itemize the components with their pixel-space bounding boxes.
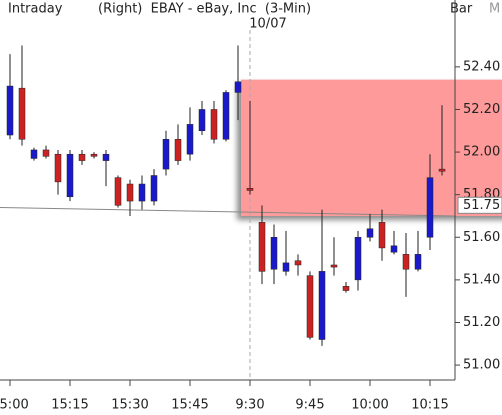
candle-body [438, 168, 446, 172]
candle-body [342, 286, 350, 291]
candle-body [114, 177, 122, 206]
candle-body [6, 85, 14, 136]
date-label: 10/07 [249, 17, 286, 32]
y-tick-label: 52.00 [463, 145, 500, 160]
candle-body [378, 222, 386, 249]
candle-body [102, 153, 110, 161]
candle-body [54, 153, 62, 183]
candle-body [306, 275, 314, 338]
candle-body [30, 149, 38, 159]
y-tick-label: 52.20 [463, 102, 500, 117]
candle-body [162, 139, 170, 170]
x-tick-label: 9:30 [235, 398, 264, 413]
last-price-box [457, 196, 502, 214]
x-tick-label: 15:15 [51, 398, 88, 413]
candle-body [390, 245, 398, 253]
x-tick-label: 15:30 [111, 398, 148, 413]
candle-body [426, 177, 434, 238]
candle-body [150, 175, 158, 202]
last-price-label: 51.75 [463, 198, 500, 213]
candle-body [198, 109, 206, 132]
header-title: (Right) EBAY - eBay, Inc (3-Min) [98, 2, 311, 17]
x-tick-label: 9:45 [295, 398, 324, 413]
header-right-cut: M [489, 2, 500, 17]
candle-body [294, 260, 302, 266]
candle-body [18, 87, 26, 140]
candle-body [174, 139, 182, 161]
x-tick-label: 10:15 [411, 398, 448, 413]
trend-line [0, 206, 456, 217]
candle-body [246, 188, 254, 191]
y-tick-label: 51.20 [463, 315, 500, 330]
x-tick-label: 15:45 [171, 398, 208, 413]
candle-body [414, 254, 422, 270]
candle-body [222, 92, 230, 140]
candle-body [210, 109, 218, 140]
candle-body [42, 149, 50, 157]
candle-body [234, 81, 242, 93]
candle-body [90, 153, 98, 157]
y-tick-label: 51.00 [463, 358, 500, 373]
candle-body [126, 183, 134, 202]
y-tick-label: 52.40 [463, 59, 500, 74]
candle-body [270, 237, 278, 270]
header-left: Intraday [8, 2, 63, 17]
header-right: Bar [450, 2, 473, 17]
candle-body [258, 222, 266, 272]
candle-body [78, 153, 86, 161]
x-tick-label: 15:00 [0, 398, 29, 413]
candle-body [330, 264, 338, 268]
candle-body [366, 228, 374, 238]
candle-body [282, 262, 290, 272]
candle-body [402, 254, 410, 270]
candle-body [318, 271, 326, 340]
highlight-zone [241, 79, 502, 216]
y-tick-label: 51.60 [463, 230, 500, 245]
y-tick-label: 51.40 [463, 272, 500, 287]
candle-body [66, 153, 74, 198]
candle-body [354, 237, 362, 281]
x-tick-label: 10:00 [351, 398, 388, 413]
candle-body [138, 183, 146, 202]
candle-body [186, 124, 194, 155]
